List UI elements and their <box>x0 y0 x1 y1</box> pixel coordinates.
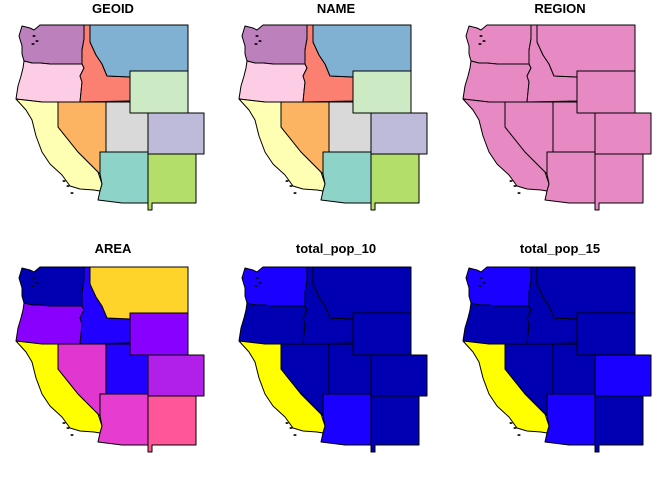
state-oregon <box>462 302 532 345</box>
panel-title-name: NAME <box>317 1 356 16</box>
state-montana <box>89 266 189 320</box>
state-colorado <box>147 354 205 397</box>
island-mark <box>285 422 289 424</box>
island-mark <box>32 35 36 37</box>
island-mark <box>31 43 35 45</box>
island-mark <box>513 185 517 187</box>
state-arizona <box>544 393 596 446</box>
map-panel-name <box>238 24 428 211</box>
island-mark <box>35 40 39 42</box>
state-arizona <box>544 151 596 204</box>
map-panel-area <box>15 266 205 453</box>
island-mark <box>289 185 293 187</box>
map-panel-geoid <box>15 24 205 211</box>
state-oregon <box>462 60 532 103</box>
island-mark <box>70 192 74 194</box>
island-mark <box>32 277 36 279</box>
state-colorado <box>594 112 652 155</box>
state-washington <box>241 266 308 307</box>
state-montana <box>312 266 412 320</box>
island-mark <box>62 422 66 424</box>
island-mark <box>509 180 513 182</box>
map-panel-total-pop-10 <box>238 266 428 453</box>
island-mark <box>513 427 517 429</box>
state-arizona <box>320 393 372 446</box>
state-arizona <box>320 151 372 204</box>
panel-title-geoid: GEOID <box>92 1 134 16</box>
state-montana <box>89 24 189 78</box>
island-mark <box>258 282 262 284</box>
island-mark <box>285 180 289 182</box>
island-mark <box>479 35 483 37</box>
state-wyoming <box>352 70 412 114</box>
island-mark <box>478 43 482 45</box>
map-panel-region <box>462 24 652 211</box>
island-mark <box>66 427 70 429</box>
state-wyoming <box>576 312 636 356</box>
island-mark <box>509 422 513 424</box>
state-wyoming <box>352 312 412 356</box>
state-colorado <box>147 112 205 155</box>
island-mark <box>258 40 262 42</box>
state-montana <box>312 24 412 78</box>
island-mark <box>62 180 66 182</box>
panel-title-total-pop-15: total_pop_15 <box>520 241 600 256</box>
state-oregon <box>15 60 85 103</box>
island-mark <box>517 434 521 436</box>
island-mark <box>478 285 482 287</box>
island-mark <box>35 282 39 284</box>
state-arizona <box>97 393 149 446</box>
state-washington <box>465 24 532 65</box>
state-oregon <box>238 302 308 345</box>
island-mark <box>31 285 35 287</box>
state-new-mexico <box>147 153 197 211</box>
state-oregon <box>238 60 308 103</box>
state-wyoming <box>129 70 189 114</box>
island-mark <box>255 277 259 279</box>
state-arizona <box>97 151 149 204</box>
island-mark <box>293 434 297 436</box>
state-montana <box>536 24 636 78</box>
island-mark <box>289 427 293 429</box>
state-wyoming <box>129 312 189 356</box>
state-washington <box>18 24 85 65</box>
state-colorado <box>594 354 652 397</box>
state-new-mexico <box>370 153 420 211</box>
island-mark <box>482 40 486 42</box>
state-washington <box>465 266 532 307</box>
panel-title-region: REGION <box>534 1 585 16</box>
state-new-mexico <box>594 153 644 211</box>
state-colorado <box>370 354 428 397</box>
state-new-mexico <box>370 395 420 453</box>
island-mark <box>293 192 297 194</box>
state-oregon <box>15 302 85 345</box>
island-mark <box>479 277 483 279</box>
state-new-mexico <box>594 395 644 453</box>
island-mark <box>482 282 486 284</box>
panel-title-area: AREA <box>95 241 132 256</box>
map-panel-total-pop-15 <box>462 266 652 453</box>
state-washington <box>241 24 308 65</box>
panel-title-total-pop-10: total_pop_10 <box>296 241 376 256</box>
island-mark <box>255 35 259 37</box>
state-colorado <box>370 112 428 155</box>
island-mark <box>254 43 258 45</box>
island-mark <box>70 434 74 436</box>
island-mark <box>66 185 70 187</box>
state-new-mexico <box>147 395 197 453</box>
island-mark <box>254 285 258 287</box>
state-washington <box>18 266 85 307</box>
state-wyoming <box>576 70 636 114</box>
island-mark <box>517 192 521 194</box>
state-montana <box>536 266 636 320</box>
